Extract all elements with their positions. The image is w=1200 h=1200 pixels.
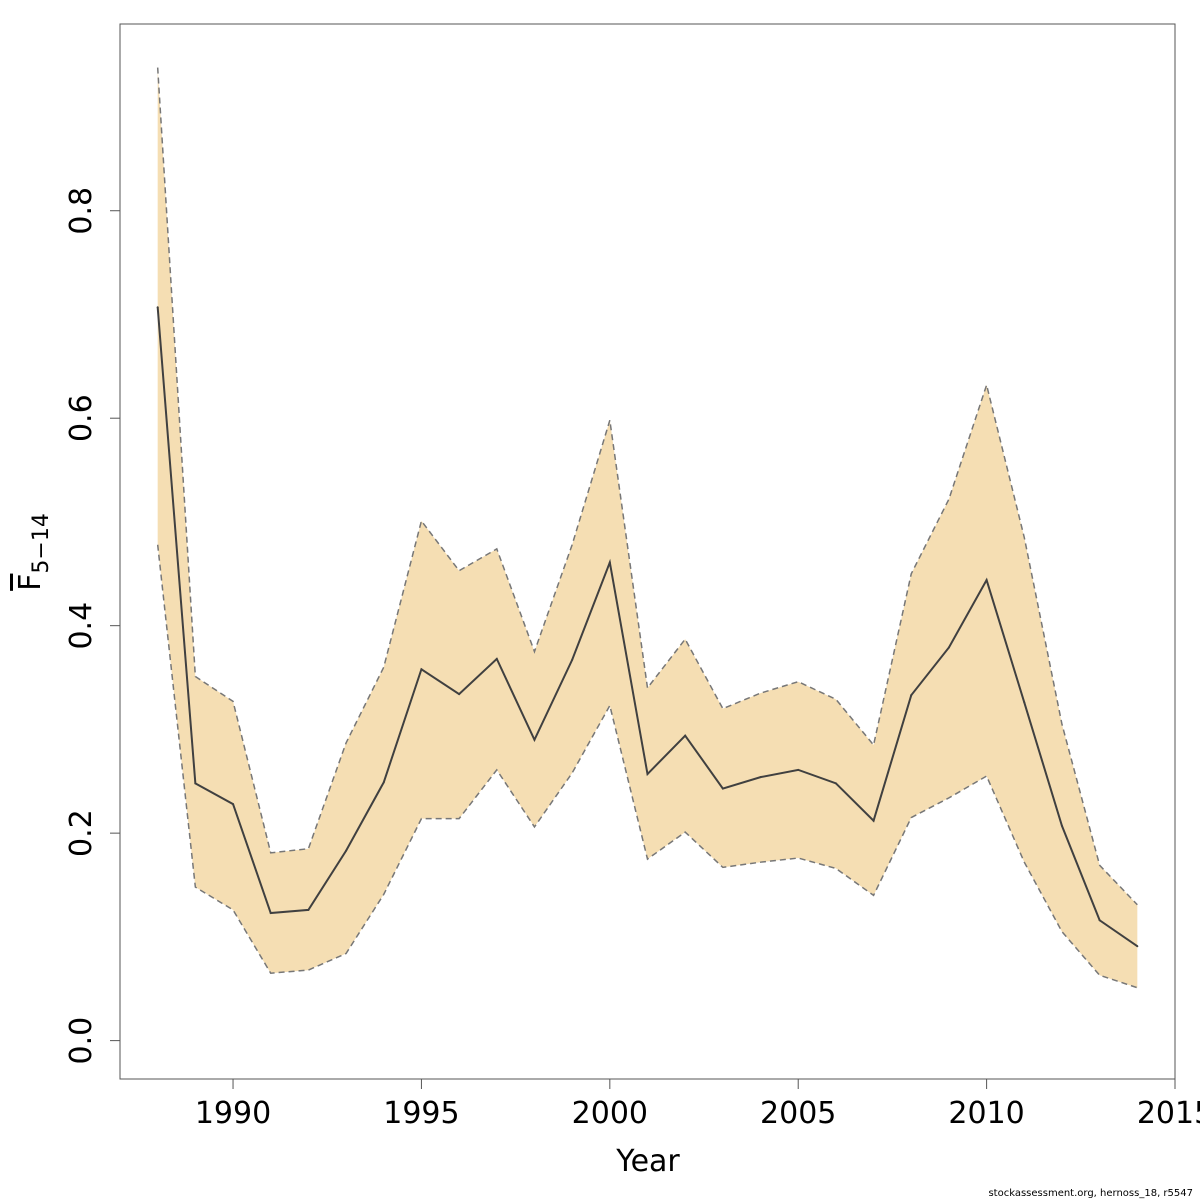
y-axis-title-main: F <box>13 574 48 591</box>
data-point-2005 <box>797 768 800 771</box>
x-tick-label-2015: 2015 <box>1137 1096 1200 1131</box>
data-point-1995 <box>420 668 423 671</box>
data-point-2014 <box>1136 945 1139 948</box>
y-tick-label-1: 0.2 <box>64 809 99 857</box>
y-tick-label-group-0: 0.0 <box>64 1017 99 1065</box>
data-point-1996 <box>458 693 461 696</box>
y-axis-title-subscript: 5−14 <box>29 513 54 573</box>
data-point-1988 <box>156 306 159 309</box>
data-point-2004 <box>759 776 762 779</box>
x-tick-label-2000: 2000 <box>572 1096 648 1131</box>
y-tick-label-group-2: 0.4 <box>64 602 99 650</box>
data-point-1992 <box>307 908 310 911</box>
data-point-2011 <box>1023 701 1026 704</box>
data-point-2009 <box>947 646 950 649</box>
footer-credit: stockassessment.org, hernoss_18, r5547 <box>988 1188 1193 1199</box>
x-tick-label-2005: 2005 <box>760 1096 836 1131</box>
x-tick-label-1995: 1995 <box>383 1096 459 1131</box>
x-axis-title: Year <box>615 1144 680 1179</box>
data-point-1991 <box>269 912 272 915</box>
data-point-1990 <box>232 803 235 806</box>
data-point-2000 <box>608 561 611 564</box>
data-point-1994 <box>382 781 385 784</box>
data-point-2008 <box>910 694 913 697</box>
y-tick-label-group-3: 0.6 <box>64 394 99 442</box>
y-tick-label-group-1: 0.2 <box>64 809 99 857</box>
data-point-2006 <box>834 782 837 785</box>
y-tick-label-0: 0.0 <box>64 1017 99 1065</box>
data-point-1989 <box>194 782 197 785</box>
svg-text:F5−14: F5−14 <box>13 513 54 591</box>
y-axis-title: F5−14 <box>13 513 54 591</box>
y-tick-label-group-4: 0.8 <box>64 187 99 235</box>
y-tick-label-4: 0.8 <box>64 187 99 235</box>
data-point-1993 <box>345 849 348 852</box>
series-layer <box>156 306 1139 948</box>
y-tick-label-2: 0.4 <box>64 602 99 650</box>
data-point-2012 <box>1060 824 1063 827</box>
data-point-2010 <box>985 579 988 582</box>
data-point-2007 <box>872 819 875 822</box>
band-lower-line <box>156 544 1138 989</box>
y-axis: 0.0 0.2 0.4 0.6 0.8 <box>64 187 121 1065</box>
x-axis: 1990 1995 2000 2005 2010 2015 <box>195 1078 1200 1131</box>
data-point-1999 <box>571 658 574 661</box>
y-tick-label-3: 0.6 <box>64 394 99 442</box>
data-point-2002 <box>684 734 687 737</box>
data-point-2013 <box>1098 919 1101 922</box>
data-point-2001 <box>646 773 649 776</box>
x-tick-label-1990: 1990 <box>195 1096 271 1131</box>
data-point-1998 <box>533 738 536 741</box>
x-tick-label-2010: 2010 <box>948 1096 1024 1131</box>
data-point-2003 <box>721 787 724 790</box>
data-point-1997 <box>495 657 498 660</box>
